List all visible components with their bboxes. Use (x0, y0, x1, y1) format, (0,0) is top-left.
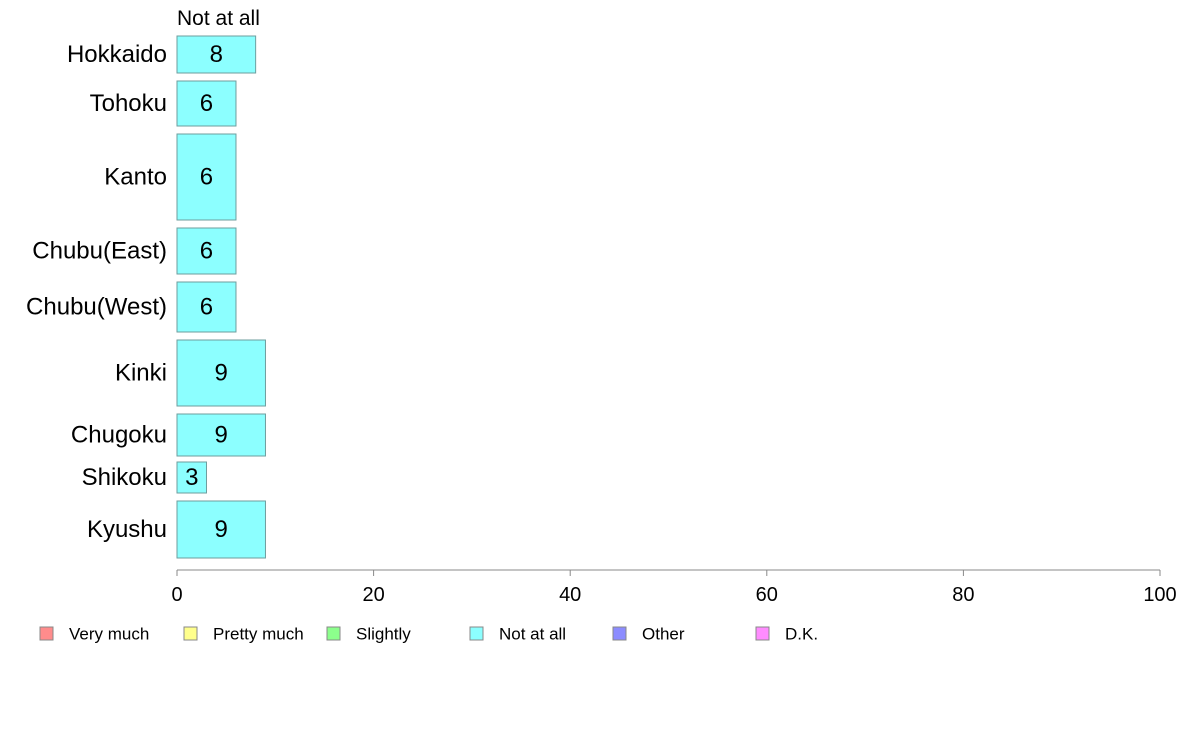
bar-value-label: 8 (210, 41, 223, 68)
bar-value-label: 6 (200, 238, 213, 265)
bar (176, 339, 266, 407)
legend-label: Not at all (499, 625, 566, 644)
x-axis: 0 20 40 60 80 100 (171, 569, 1177, 606)
bar-value-label: 6 (200, 164, 213, 191)
legend-swatch (39, 626, 54, 641)
legend-swatch (326, 626, 341, 641)
legend-swatch (612, 626, 627, 641)
bar (176, 500, 266, 559)
legend-label: Pretty much (213, 625, 304, 644)
legend-label: D.K. (785, 625, 818, 644)
bar-value-label: 3 (185, 464, 198, 491)
bar (176, 281, 237, 333)
category-label: Kanto (104, 164, 167, 191)
category-label: Chugoku (71, 422, 167, 449)
bar-value-label: 6 (200, 294, 213, 321)
bar-value-label: 9 (215, 422, 228, 449)
x-tick-label: 80 (952, 584, 974, 606)
category-label: Hokkaido (67, 41, 167, 68)
bar (176, 413, 266, 457)
bar (176, 461, 207, 494)
legend-swatch (469, 626, 484, 641)
x-tick-label: 20 (362, 584, 384, 606)
x-tick-label: 60 (756, 584, 778, 606)
bars-group: Hokkaido 8 Tohoku 6 Kanto 6 Chubu(East) 6 Chubu(… (26, 35, 266, 559)
bar (176, 80, 237, 127)
category-label: Kyushu (87, 516, 167, 543)
category-label: Kinki (115, 360, 167, 387)
legend-label: Very much (69, 625, 149, 644)
x-tick-label: 100 (1143, 584, 1176, 606)
legend-swatch (755, 626, 770, 641)
legend-swatch (183, 626, 198, 641)
x-tick-label: 0 (171, 584, 182, 606)
bar-value-label: 9 (215, 360, 228, 387)
legend: Very much Pretty much Slightly Not at all Ot… (39, 625, 818, 644)
category-label: Chubu(West) (26, 294, 167, 321)
legend-label: Other (642, 625, 685, 644)
bar-value-label: 6 (200, 90, 213, 117)
category-label: Shikoku (82, 464, 167, 491)
bar (176, 133, 237, 221)
legend-label: Slightly (356, 625, 411, 644)
bar (176, 35, 257, 74)
series-header: Not at all (177, 7, 260, 30)
bar (176, 227, 237, 275)
x-tick-label: 40 (559, 584, 581, 606)
category-label: Chubu(East) (32, 238, 167, 265)
category-label: Tohoku (90, 90, 167, 117)
bar-value-label: 9 (215, 516, 228, 543)
